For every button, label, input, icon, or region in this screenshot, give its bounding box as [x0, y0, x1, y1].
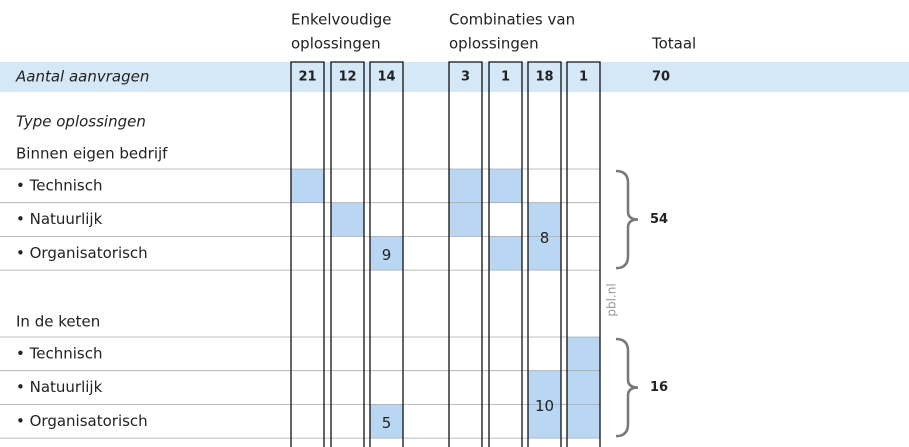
cell-value: 5: [382, 414, 392, 432]
column-box: [527, 61, 562, 447]
column-box: [330, 61, 365, 447]
cell-shade: [370, 404, 403, 439]
count: 3: [461, 70, 470, 85]
cell-shade: [489, 236, 522, 271]
source: pbl.nl: [605, 283, 619, 316]
count: 14: [377, 70, 395, 85]
count-label: Aantal aanvragen: [15, 68, 149, 86]
column-box: [290, 61, 325, 447]
header-total: Totaal: [651, 35, 696, 53]
row-label: • Technisch: [16, 176, 102, 194]
count: 18: [535, 70, 553, 85]
row-label: • Organisatorisch: [16, 412, 148, 430]
count: 21: [298, 70, 316, 85]
count: 12: [338, 70, 356, 85]
column-box: [488, 61, 523, 447]
row-label: • Natuurlijk: [16, 210, 103, 228]
type-heading: Type oplossingen: [16, 113, 146, 131]
column-box: [448, 61, 483, 447]
count: 1: [501, 70, 510, 85]
header-single-1: Enkelvoudige: [291, 11, 392, 29]
column-box: [369, 61, 404, 447]
header-single-2: oplossingen: [291, 35, 381, 53]
cell-shade: [370, 236, 403, 271]
count-total: 70: [652, 70, 670, 85]
cell-value: 8: [540, 229, 550, 247]
section-total: 54: [650, 212, 668, 227]
brace: [615, 169, 639, 270]
section-title: Binnen eigen bedrijf: [16, 145, 168, 163]
row-label: • Organisatorisch: [16, 244, 148, 262]
count-band: [0, 62, 909, 92]
cell-shade: [489, 169, 522, 203]
cell-shade: [291, 169, 324, 203]
column-box: [566, 61, 601, 447]
section-total: 16: [650, 380, 668, 395]
cell-shade: [567, 337, 600, 439]
row-label: • Natuurlijk: [16, 378, 103, 396]
cell-shade: [331, 202, 364, 237]
cell-value: 9: [382, 246, 392, 264]
header-combined-1: Combinaties van: [449, 11, 575, 29]
count: 1: [579, 70, 588, 85]
header-combined-2: oplossingen: [449, 35, 539, 53]
cell-value: 10: [535, 397, 554, 415]
section-title: In de keten: [16, 313, 100, 331]
brace: [615, 337, 639, 438]
row-lines: [0, 168, 600, 439]
row-label: • Technisch: [16, 344, 102, 362]
columns: [290, 61, 601, 447]
